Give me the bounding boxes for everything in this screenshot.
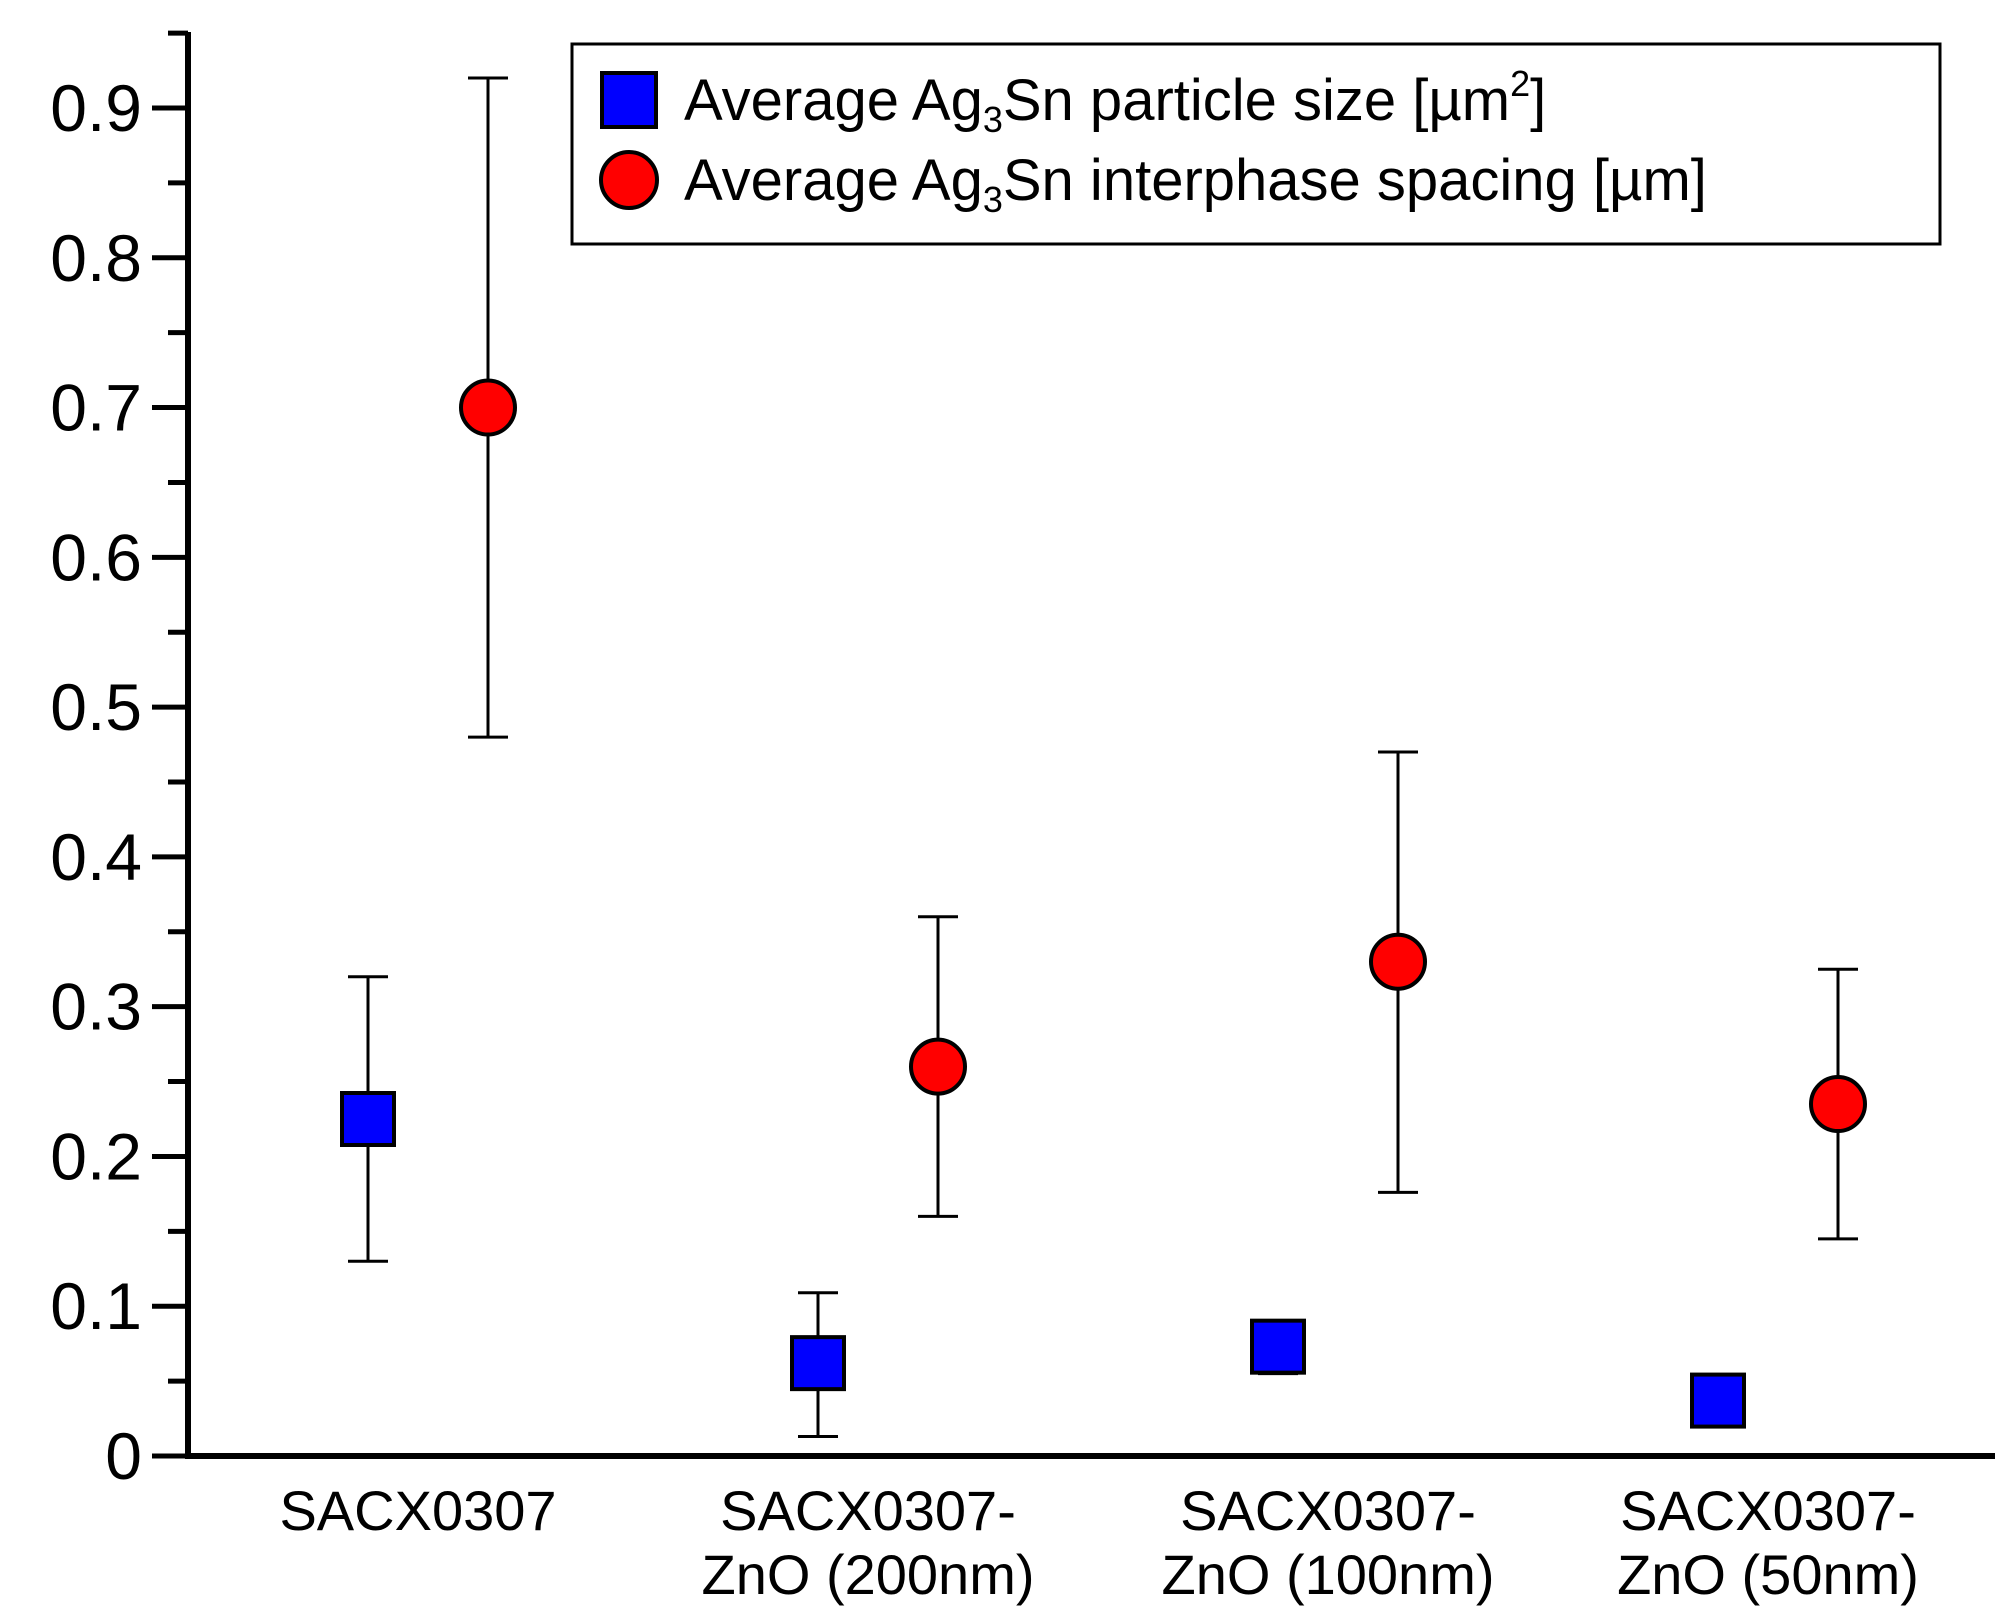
y-tick-label: 0.5	[50, 670, 142, 744]
legend-text-part: 3	[983, 179, 1003, 220]
legend-text-part: Average Ag	[684, 148, 983, 213]
y-tick-label: 0.4	[50, 820, 142, 894]
x-category-label: SACX0307-	[1620, 1479, 1916, 1542]
y-tick-label: 0.1	[50, 1269, 142, 1343]
legend-square-icon	[600, 71, 658, 129]
x-axis: SACX0307 SACX0307-ZnO (200nm)SACX0307-ZnO…	[185, 1453, 1995, 1606]
legend-text-part: Sn interphase spacing [µm]	[1003, 148, 1707, 213]
legend-text-part: ]	[1530, 68, 1546, 133]
y-tick-label: 0.9	[50, 71, 142, 145]
data-markers	[340, 378, 1867, 1429]
x-category-label: SACX0307	[279, 1479, 556, 1542]
x-category-label: SACX0307-	[720, 1479, 1016, 1542]
legend: Average Ag3Sn particle size [µm2]Average…	[570, 42, 1942, 246]
legend-text-part: Sn particle size [µm	[1003, 68, 1510, 133]
legend-text-part: 3	[983, 99, 1003, 140]
y-axis: 0 0.1 0.2 0.3 0.4 0.5 0.6 0.7 0.8 0.9	[50, 30, 191, 1493]
legend-box	[570, 42, 1942, 246]
legend-entry-label: Average Ag3Sn particle size [µm2]	[684, 63, 1546, 140]
x-category-label: ZnO (50nm)	[1617, 1543, 1919, 1606]
particle-size-marker	[1250, 1318, 1306, 1375]
x-category-label: ZnO (200nm)	[702, 1543, 1035, 1606]
y-tick-label: 0.8	[50, 221, 142, 295]
interphase-spacing-marker	[909, 1037, 967, 1096]
legend-text-part: Average Ag	[684, 68, 983, 133]
y-tick-label: 0.7	[50, 371, 142, 445]
x-category-label: ZnO (100nm)	[1162, 1543, 1495, 1606]
x-category-label: SACX0307-	[1180, 1479, 1476, 1542]
particle-size-marker	[1690, 1372, 1746, 1429]
legend-entry-label: Average Ag3Sn interphase spacing [µm]	[684, 148, 1707, 220]
interphase-spacing-marker	[1809, 1075, 1867, 1134]
interphase-spacing-marker	[1369, 932, 1427, 991]
y-tick-label: 0.3	[50, 970, 142, 1044]
particle-size-marker	[790, 1335, 846, 1392]
legend-circle-icon	[599, 150, 659, 210]
interphase-spacing-marker	[459, 378, 517, 437]
y-tick-label: 0.2	[50, 1119, 142, 1193]
y-tick-label: 0.6	[50, 520, 142, 594]
particle-size-marker	[340, 1091, 396, 1147]
y-tick-label: 0	[105, 1419, 142, 1493]
legend-text-part: 2	[1510, 63, 1530, 104]
